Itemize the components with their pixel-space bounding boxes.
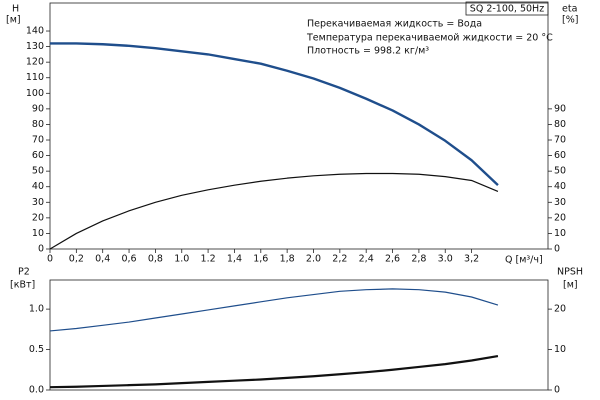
panel: 0 10 20 30 40 50 60 70 80 90 100 110 120 130 140 0 10 20 3…: [26, 2, 566, 265]
y-tick-label: 120: [26, 57, 44, 68]
y2-axis-unit: [м]: [563, 280, 578, 291]
y-tick-label: 70: [32, 135, 44, 146]
y2-tick-label: 20: [554, 212, 566, 223]
x-tick-label: 2,4: [359, 254, 374, 265]
x-tick-label: 0,6: [121, 254, 136, 265]
x-tick-label: 0: [47, 254, 53, 265]
y-tick-label: 110: [26, 72, 44, 83]
y2-tick-label: 80: [554, 119, 566, 130]
x-tick-label: 1,6: [253, 254, 268, 265]
y-axis-unit: [кВт]: [10, 280, 35, 291]
y2-tick-label: 40: [554, 181, 566, 192]
y2-tick-label: 10: [554, 344, 566, 355]
y2-tick-label: 20: [554, 304, 566, 315]
y-axis-unit: [м]: [6, 15, 21, 26]
x-tick-label: 2,6: [385, 254, 400, 265]
y-tick-label: 30: [32, 197, 44, 208]
y-tick-label: 90: [32, 103, 44, 114]
y-tick-label: 140: [26, 26, 44, 37]
x-tick-label: 3.0: [438, 254, 453, 265]
y-tick-label: 50: [32, 166, 44, 177]
y2-tick-label: 30: [554, 197, 566, 208]
x-tick-label: 0,4: [95, 254, 110, 265]
x-tick-label: 0,2: [69, 254, 84, 265]
y-tick-label: 100: [26, 88, 44, 99]
y2-tick-label: 50: [554, 166, 566, 177]
series-line: [49, 288, 499, 332]
y-tick-label: 0.0: [29, 385, 44, 396]
y-tick-label: 0.5: [29, 344, 44, 355]
y-tick-label: 60: [32, 150, 44, 161]
y-axis-label: H: [12, 4, 19, 15]
y-tick-label: 80: [32, 119, 44, 130]
y2-tick-label: 0: [554, 385, 560, 396]
x-tick-label: 1,8: [280, 254, 295, 265]
y-tick-label: 0: [38, 244, 44, 255]
y-tick-label: 10: [32, 228, 44, 239]
series-line: [50, 42, 499, 187]
y-tick-label: 40: [32, 181, 44, 192]
y2-tick-label: 60: [554, 150, 566, 161]
panel: 0.0 0.5 1.0 0 10 20: [29, 279, 566, 396]
annotation: Плотность = 998.2 кг/м³: [307, 46, 429, 57]
annotation: Температура перекачиваемой жидкости = 20…: [306, 33, 553, 44]
x-tick-label: 0,8: [148, 254, 163, 265]
x-axis-label: Q [м³/ч]: [505, 255, 543, 266]
x-tick-label: 1.0: [174, 254, 189, 265]
y2-tick-label: 0: [554, 244, 560, 255]
x-tick-label: 2,8: [411, 254, 426, 265]
y-tick-label: 130: [26, 41, 44, 52]
y-tick-label: 1.0: [29, 304, 44, 315]
series-line: [49, 354, 499, 389]
y2-axis-unit: [%]: [562, 15, 578, 26]
y2-axis-label: eta: [562, 4, 577, 15]
plot-frame: [49, 2, 549, 250]
x-tick-label: 3,2: [464, 254, 479, 265]
x-tick-label: 1.2: [201, 254, 216, 265]
y-tick-label: 20: [32, 212, 44, 223]
x-tick-label: 2,2: [332, 254, 347, 265]
y-axis-label: P2: [18, 267, 30, 278]
series-line: [49, 172, 499, 250]
chart-title: SQ 2-100, 50Hz: [470, 4, 544, 15]
y2-tick-label: 90: [554, 103, 566, 114]
y2-tick-label: 70: [554, 135, 566, 146]
x-tick-label: 1,4: [227, 254, 242, 265]
y2-tick-label: 10: [554, 228, 566, 239]
y2-axis-label: NPSH: [557, 267, 583, 278]
x-tick-label: 2.0: [306, 254, 321, 265]
annotation: Перекачиваемая жидкость = Вода: [307, 19, 482, 30]
plot-frame: [49, 279, 549, 391]
